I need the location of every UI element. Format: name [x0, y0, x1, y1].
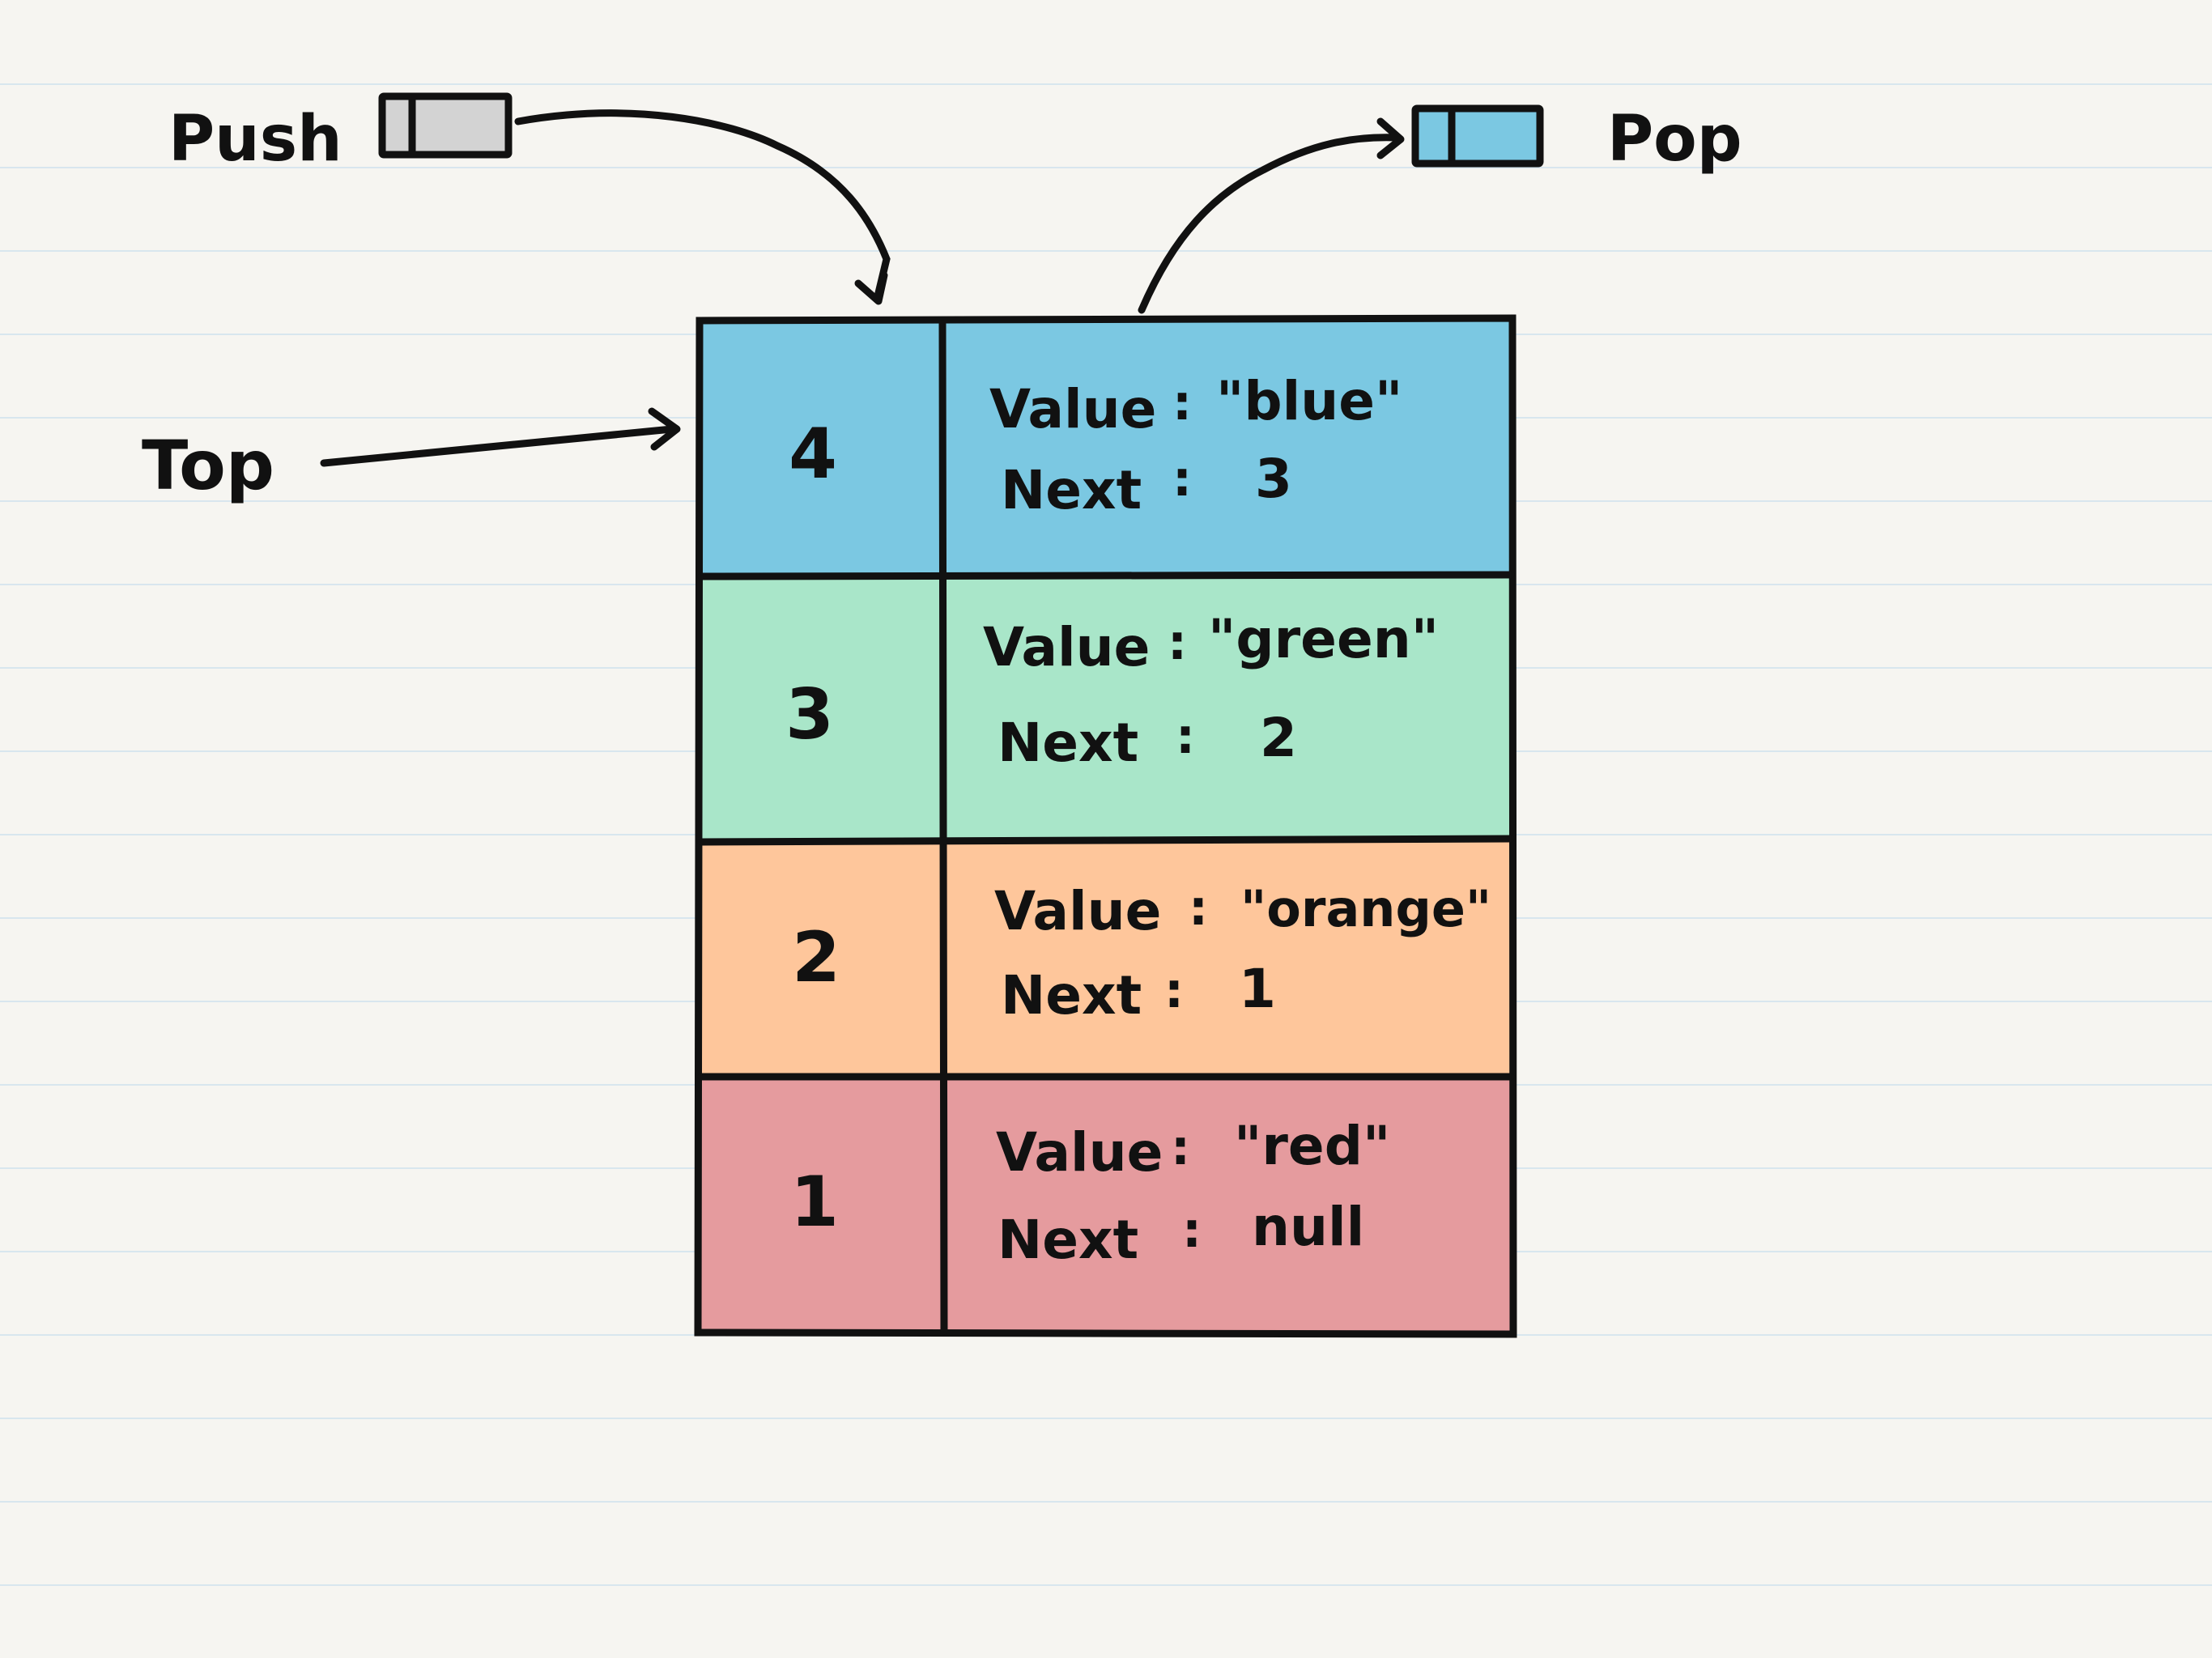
- value-colon: :: [1168, 614, 1187, 671]
- next-colon: :: [1172, 451, 1192, 508]
- next-colon: :: [1176, 708, 1195, 765]
- pop-label: Pop: [1607, 103, 1742, 176]
- node-next: 2: [1260, 707, 1297, 769]
- node-value: "blue": [1216, 370, 1402, 432]
- push-arrow: [514, 109, 891, 304]
- next-label: Next: [998, 1209, 1138, 1271]
- value-label: Value: [996, 1121, 1163, 1184]
- top-arrow: [320, 425, 676, 467]
- value-colon: :: [1172, 375, 1192, 432]
- value-label: Value: [989, 378, 1156, 440]
- node-value: "green": [1208, 608, 1439, 670]
- node-next: null: [1252, 1196, 1364, 1258]
- top-label: Top: [142, 426, 274, 505]
- node-value: "red": [1234, 1115, 1390, 1177]
- stack-node: 3 Value : "green" Next : 2: [700, 576, 1512, 842]
- push-label: Push: [168, 103, 342, 176]
- stack-node: 4 Value : "blue" Next : 3: [700, 321, 1512, 576]
- next-label: Next: [1001, 964, 1142, 1027]
- value-colon: :: [1171, 1120, 1190, 1176]
- node-next: 1: [1239, 958, 1276, 1020]
- push-arrow-head: [854, 271, 888, 305]
- value-colon: :: [1189, 880, 1208, 937]
- node-id: 3: [785, 674, 834, 755]
- stack-grid: [694, 314, 1517, 1338]
- stack-node: 1 Value : "red" Next : null: [700, 1077, 1512, 1333]
- next-label: Next: [998, 712, 1138, 774]
- next-label: Next: [1001, 459, 1142, 521]
- node-next: 3: [1255, 448, 1292, 510]
- pop-arrow-head: [1376, 117, 1405, 159]
- value-label: Value: [994, 880, 1161, 942]
- stack-table: 4 Value : "blue" Next : 3 3 Value : "gre…: [694, 314, 1517, 1338]
- node-value: "orange": [1240, 879, 1491, 938]
- node-id: 4: [789, 414, 837, 495]
- value-label: Value: [983, 616, 1150, 678]
- pop-arrow: [1138, 134, 1401, 314]
- top-arrow-head: [648, 407, 681, 451]
- node-id: 1: [790, 1162, 839, 1243]
- pop-icon: [1411, 104, 1544, 168]
- next-colon: :: [1164, 963, 1184, 1019]
- node-id: 2: [792, 917, 840, 998]
- next-colon: :: [1182, 1202, 1202, 1259]
- push-icon: [378, 92, 513, 159]
- stack-node: 2 Value : "orange" Next : 1: [700, 842, 1512, 1077]
